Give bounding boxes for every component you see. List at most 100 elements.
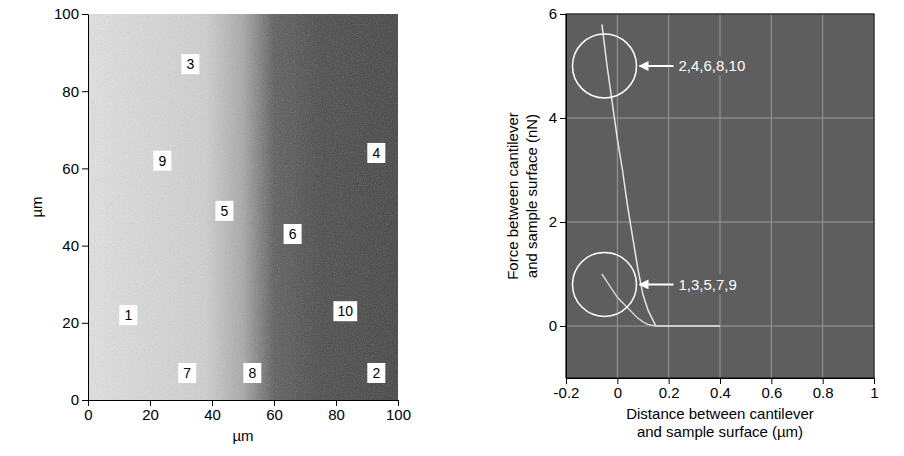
point-box (119, 305, 137, 325)
tick-label: 60 (266, 406, 283, 423)
tick-mark (82, 168, 88, 169)
tick-label: 40 (204, 406, 221, 423)
tick: 40 (62, 237, 88, 254)
point-label: 9 (159, 153, 167, 169)
tick-label: 60 (62, 160, 79, 177)
tick-mark (82, 400, 88, 401)
tick-label: 0 (71, 391, 79, 408)
tick: 0 (614, 378, 622, 401)
tick: 2 (549, 213, 566, 230)
tick-mark (560, 14, 566, 15)
image (88, 14, 398, 400)
image-texture (88, 14, 398, 400)
annotation-bg (677, 56, 748, 75)
axis: 0 2 4 6 (549, 5, 567, 378)
tick: 100 (54, 5, 88, 22)
grid-line (771, 14, 772, 378)
tick: 20 (142, 400, 159, 423)
tick-mark (560, 222, 566, 223)
point-label: 1 (124, 307, 132, 323)
x-axis-title: µm (232, 427, 253, 444)
figure: 12345678910020406080100020406080100µmµm2… (0, 0, 904, 456)
tick-mark (82, 14, 88, 15)
x-axis-title: Distance between cantileverand sample su… (626, 405, 814, 441)
tick: -0.2 (554, 378, 580, 401)
annotations: 2,4,6,8,10 1,3,5,7,9 (573, 34, 748, 316)
annotation-arrow (640, 65, 674, 67)
point-labels: 12345678910 (124, 56, 380, 381)
point-label: 7 (183, 365, 191, 381)
point-label: 10 (338, 303, 354, 319)
tick-label: 0 (84, 406, 92, 423)
point-label: 2 (372, 365, 380, 381)
panel: 12345678910020406080100020406080100µmµm (28, 5, 411, 443)
annotation-bg (677, 275, 739, 294)
tick-label: 2 (549, 213, 557, 230)
tick-label: 0.2 (659, 384, 680, 401)
point-box (215, 201, 233, 221)
point-box (178, 363, 196, 383)
point-box (367, 363, 385, 383)
tick-mark (560, 326, 566, 327)
tick: 4 (549, 109, 566, 126)
grid-line (617, 14, 618, 378)
axis-line (88, 15, 89, 401)
tick-label: 0 (549, 317, 557, 334)
annotation-label: 2,4,6,8,10 (679, 57, 746, 74)
annotation-circle (573, 252, 637, 316)
plot-frame (566, 14, 874, 378)
tick: 100 (386, 400, 411, 423)
annotation-arrow (640, 283, 674, 285)
tick-label: 20 (62, 314, 79, 331)
tick: 0.6 (761, 378, 782, 401)
tick: 0.8 (813, 378, 834, 401)
tick: 80 (62, 83, 88, 100)
tick-label: -0.2 (554, 384, 580, 401)
tick-label: 0.8 (813, 384, 834, 401)
tick: 40 (204, 400, 221, 423)
tick-label: 0.6 (761, 384, 782, 401)
tick: 60 (266, 400, 283, 423)
grid (566, 14, 874, 378)
annotation-label: 1,3,5,7,9 (679, 276, 737, 293)
annotation-circle (573, 34, 637, 98)
grid-line (668, 14, 669, 378)
point-box (243, 363, 261, 383)
axis: -0.2 0 0.2 0.4 0.6 0.8 1 (554, 378, 879, 401)
tick: 0 (549, 317, 566, 334)
tick-label: 100 (386, 406, 411, 423)
point-box (153, 151, 171, 171)
tick: 60 (62, 160, 88, 177)
tick-mark (82, 246, 88, 247)
tick-label: 6 (549, 5, 557, 22)
point-label: 3 (186, 56, 194, 72)
tick-label: 80 (62, 83, 79, 100)
grid-line (566, 118, 874, 119)
tick-mark (82, 91, 88, 92)
point-box (367, 143, 385, 163)
axis: 0 20 40 60 80 100 (84, 400, 411, 423)
point-box (181, 54, 199, 74)
tick-label: 40 (62, 237, 79, 254)
tick-label: 0.4 (710, 384, 731, 401)
y-axis-title: Force between cantileverand sample surfa… (504, 112, 540, 280)
axis-line (566, 15, 567, 379)
tick: 0.2 (659, 378, 680, 401)
tick: 0.4 (710, 378, 731, 401)
point-label: 8 (248, 365, 256, 381)
tick: 0 (84, 400, 92, 423)
point-box (333, 301, 357, 321)
axis-line (89, 400, 399, 401)
tick-label: 20 (142, 406, 159, 423)
tick-label: 80 (328, 406, 345, 423)
tick-label: 0 (614, 384, 622, 401)
tick: 0 (71, 391, 88, 408)
point-label: 6 (289, 226, 297, 242)
point-label: 4 (372, 145, 380, 161)
tick-mark (82, 323, 88, 324)
tick: 80 (328, 400, 345, 423)
grid-line (566, 222, 874, 223)
tick: 1 (870, 378, 878, 401)
plot-background (566, 14, 874, 378)
tick: 20 (62, 314, 88, 331)
